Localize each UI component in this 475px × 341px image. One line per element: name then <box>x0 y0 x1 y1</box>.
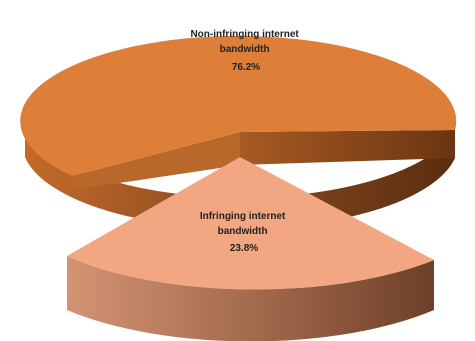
label-infringing: Infringing internet bandwidth 23.8% <box>200 211 288 254</box>
label-infringing-value: 23.8% <box>230 243 258 254</box>
slice-side-infringing <box>67 256 434 341</box>
label-non-infringing-line2: bandwidth <box>220 44 270 55</box>
label-infringing-line1: Infringing internet <box>200 211 286 222</box>
slice-inner-wall-left-non-infringing <box>72 132 240 190</box>
slice-inner-wall-non-infringing <box>240 130 455 165</box>
slice-non-infringing <box>20 36 457 177</box>
label-non-infringing-line1: Non-infringing internet <box>190 29 299 40</box>
slice-side-non-infringing <box>25 122 455 229</box>
label-non-infringing-value: 76.2% <box>232 62 260 73</box>
label-non-infringing: Non-infringing internet bandwidth 76.2% <box>190 29 301 73</box>
label-infringing-line2: bandwidth <box>218 226 268 237</box>
slice-infringing <box>67 157 434 290</box>
